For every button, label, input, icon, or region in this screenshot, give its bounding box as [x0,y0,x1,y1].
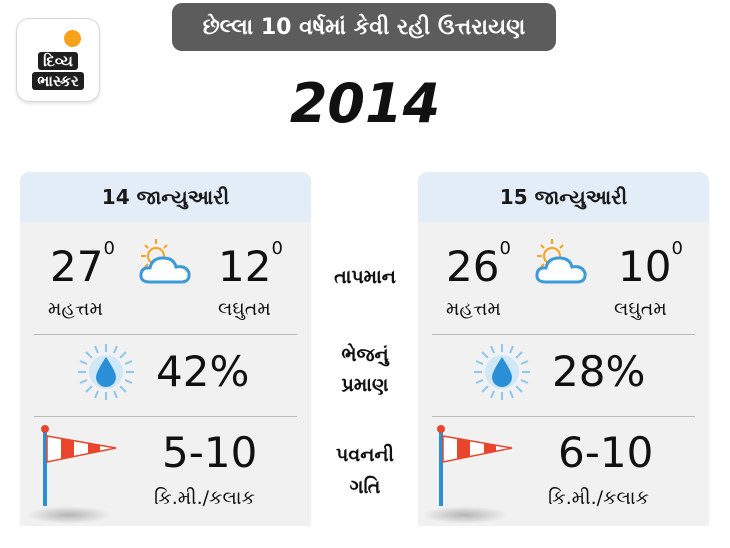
max-temp-label: મહત્તમ [48,298,103,320]
min-temp-label: લઘુતમ [218,298,271,320]
day-card-14: 14 જાન્યુઆરી 270 120 મહત્તમ લઘુતમ 42% [20,172,311,526]
windsock-icon [41,425,117,506]
divider [432,334,695,335]
wind-label-line1: પવનની [336,444,394,466]
logo-line2: ભાસ્કર [32,72,84,90]
day-card-date: 15 જાન્યુઆરી [418,172,709,222]
water-drop-icon [474,344,530,400]
windsock-icon [437,425,513,506]
title-banner: છેલ્લા 10 વર્ષમાં કેવી રહી ઉત્તરાયણ [172,3,556,51]
wind-unit: કિ.મી./કલાક [548,487,649,509]
humidity-label-line2: પ્રમાણ [341,374,389,396]
wind-unit: કિ.મી./કલાક [154,487,255,509]
max-temp: 260 [446,238,511,291]
brand-logo: દિવ્ય ભાસ્કર [17,19,99,101]
day-card-date: 14 જાન્યુઆરી [20,172,311,222]
max-temp-label: મહત્તમ [446,298,501,320]
logo-line1: દિવ્ય [38,52,78,70]
min-temp-label: લઘુતમ [614,298,667,320]
temperature-label: તાપમાન [334,266,396,288]
partly-cloudy-icon [139,239,191,284]
partly-cloudy-icon [535,239,587,284]
max-temp: 270 [50,238,115,291]
humidity-value: 28% [552,347,646,396]
water-drop-icon [78,344,134,400]
windsock-shadow [26,506,112,524]
wind-speed: 6-10 [558,428,654,477]
wind-label-line2: ગતિ [349,476,381,498]
wind-speed: 5-10 [162,428,258,477]
divider [34,334,297,335]
divider [432,416,695,417]
divider [34,416,297,417]
min-temp: 120 [218,238,283,291]
windsock-shadow [422,506,508,524]
humidity-value: 42% [156,347,250,396]
humidity-label-line1: ભેજનું [341,344,389,366]
day-card-15: 15 જાન્યુઆરી 260 100 મહત્તમ લઘુતમ 28% [418,172,709,526]
year-heading: 2014 [289,72,441,135]
min-temp: 100 [618,238,683,291]
logo-sun-icon [64,30,81,47]
